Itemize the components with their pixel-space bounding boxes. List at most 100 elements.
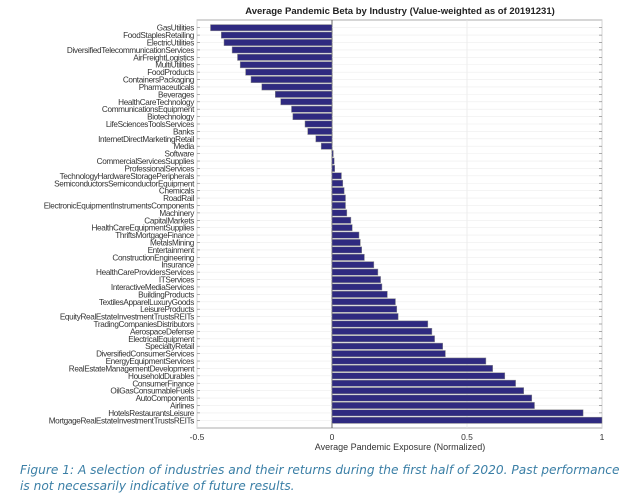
y-tick-label: EquityRealEstateInvestmentTrustsREITs: [60, 313, 194, 322]
bar-EnergyEquipmentServices: [331, 357, 487, 365]
y-tick-label: MetalsMining: [150, 239, 195, 248]
bar-Software: [331, 150, 334, 157]
y-tick-label: Insurance: [161, 261, 195, 270]
y-tick-label: CommunicationsEquipment: [102, 105, 195, 114]
bar-ElectricUtilities: [223, 39, 333, 46]
y-tick-label: FoodProducts: [147, 68, 194, 77]
bar-ITServices: [331, 276, 381, 283]
bar-MultiUtilities: [239, 61, 333, 69]
bar-Chemicals: [331, 187, 345, 195]
y-tick-label: ElectricUtilities: [147, 39, 195, 48]
bar-EquityRealEstateInvestmentTrustsREITs: [331, 313, 399, 320]
bar-LifeSciencesToolsServices: [304, 120, 333, 128]
x-tick-label: 1: [600, 432, 605, 442]
bar-HealthCareProvidersServices: [331, 268, 379, 276]
y-tick-label: RoadRail: [163, 194, 194, 203]
bar-chart: Average Pandemic Beta by Industry (Value…: [44, 6, 605, 452]
bar-TradingCompaniesDistributors: [331, 320, 429, 328]
bar-Machinery: [331, 209, 348, 217]
y-tick-label: CommercialServicesSupplies: [97, 157, 195, 166]
y-tick-label: Entertainment: [148, 246, 195, 255]
x-tick-label: 0.5: [461, 432, 473, 442]
y-tick-label: MultiUtilities: [155, 61, 194, 70]
bar-RealEstateManagementDevelopment: [331, 365, 493, 372]
bar-Entertainment: [331, 246, 362, 254]
bar-OilGasConsumableFuels: [331, 387, 524, 395]
y-tick-label: RealEstateManagementDevelopment: [69, 364, 195, 373]
bar-ThriftsMortgageFinance: [331, 231, 360, 239]
y-tick-label: AirFreightLogistics: [133, 53, 194, 62]
bar-ElectricalEquipment: [331, 335, 435, 343]
y-tick-label: Chemicals: [159, 187, 194, 196]
y-tick-label: DiversifiedTelecommunicationServices: [67, 46, 194, 55]
bar-Biotechnology: [292, 113, 333, 120]
y-tick-label: GasUtilities: [157, 24, 194, 33]
y-tick-label: ThriftsMortgageFinance: [115, 231, 195, 240]
y-tick-label: FoodStaplesRetailing: [123, 31, 195, 40]
bar-Banks: [307, 128, 333, 135]
bar-AutoComponents: [331, 394, 533, 402]
bar-HouseholdDurables: [331, 372, 506, 380]
bar-FoodStaplesRetailing: [221, 31, 333, 39]
bar-AirFreightLogistics: [237, 53, 333, 61]
y-tick-label: HealthCareEquipmentSupplies: [91, 224, 194, 233]
y-tick-label: HotelsRestaurantsLeisure: [108, 409, 195, 418]
x-tick-label: -0.5: [190, 432, 205, 442]
bar-InteractiveMediaServices: [331, 283, 383, 291]
bar-Insurance: [331, 261, 375, 269]
bar-MetalsMining: [331, 239, 361, 246]
y-tick-label: InteractiveMediaServices: [111, 283, 194, 292]
bar-HealthCareTechnology: [280, 98, 333, 106]
y-tick-label: SemiconductorsSemiconductorEquipment: [54, 179, 195, 188]
y-tick-label: ContainersPackaging: [123, 76, 195, 85]
y-tick-label: Airlines: [170, 401, 194, 410]
y-tick-label: HealthCareTechnology: [118, 98, 195, 107]
bar-ContainersPackaging: [250, 76, 333, 83]
x-axis-label: Average Pandemic Exposure (Normalized): [315, 442, 485, 452]
bar-HealthCareEquipmentSupplies: [331, 224, 353, 232]
y-tick-label: Beverages: [158, 90, 194, 99]
y-tick-label: TextilesApparelLuxuryGoods: [99, 298, 194, 307]
y-tick-label: LifeSciencesToolsServices: [106, 120, 194, 129]
y-tick-label: Machinery: [159, 209, 195, 218]
y-tick-label: Pharmaceuticals: [139, 83, 195, 92]
bar-CommunicationsEquipment: [291, 105, 333, 113]
bar-TextilesApparelLuxuryGoods: [331, 298, 396, 306]
bar-Media: [320, 142, 333, 150]
bar-SpecialtyRetail: [331, 342, 443, 350]
y-tick-label: ConstructionEngineering: [112, 253, 194, 262]
y-tick-label: OilGasConsumableFuels: [110, 387, 194, 396]
bar-HotelsRestaurantsLeisure: [331, 409, 584, 417]
bar-TechnologyHardwareStoragePeripherals: [331, 172, 342, 180]
y-tick-label: EnergyEquipmentServices: [106, 357, 195, 366]
bar-ElectronicEquipmentInstrumentsComponents: [331, 202, 346, 209]
y-tick-label: ProfessionalServices: [125, 164, 195, 173]
y-tick-label: LeisureProducts: [140, 305, 194, 314]
x-tick-label: 0: [330, 432, 335, 442]
bar-CommercialServicesSupplies: [331, 157, 335, 165]
bar-InternetDirectMarketingRetail: [315, 135, 333, 143]
bar-AerospaceDefense: [331, 328, 433, 335]
y-tick-label: AerospaceDefense: [130, 327, 195, 336]
bar-BuildingProducts: [331, 291, 388, 298]
bar-Pharmaceuticals: [261, 83, 333, 91]
y-tick-label: HouseholdDurables: [128, 372, 194, 381]
y-tick-label: Banks: [173, 127, 194, 136]
bar-MortgageRealEstateInvestmentTrustsREITs: [331, 416, 603, 424]
bar-DiversifiedTelecommunicationServices: [231, 46, 333, 54]
y-tick-label: ConsumerFinance: [132, 379, 194, 388]
y-tick-label: SpecialtyRetail: [145, 342, 194, 351]
y-tick-label: HealthCareProvidersServices: [96, 268, 194, 277]
y-tick-label: DiversifiedConsumerServices: [96, 350, 194, 359]
y-tick-label: ITServices: [159, 276, 194, 285]
y-tick-label: ElectricalEquipment: [128, 335, 195, 344]
y-tick-label: InternetDirectMarketingRetail: [98, 135, 194, 144]
y-tick-label: TechnologyHardwareStoragePeripherals: [60, 172, 195, 181]
y-tick-label: MortgageRealEstateInvestmentTrustsREITs: [49, 416, 195, 425]
y-tick-label: AutoComponents: [136, 394, 195, 403]
bar-ProfessionalServices: [331, 165, 335, 172]
bar-ConstructionEngineering: [331, 253, 365, 261]
y-tick-label: Biotechnology: [147, 113, 195, 122]
bar-LeisureProducts: [331, 305, 398, 313]
y-tick-label: BuildingProducts: [138, 290, 194, 299]
